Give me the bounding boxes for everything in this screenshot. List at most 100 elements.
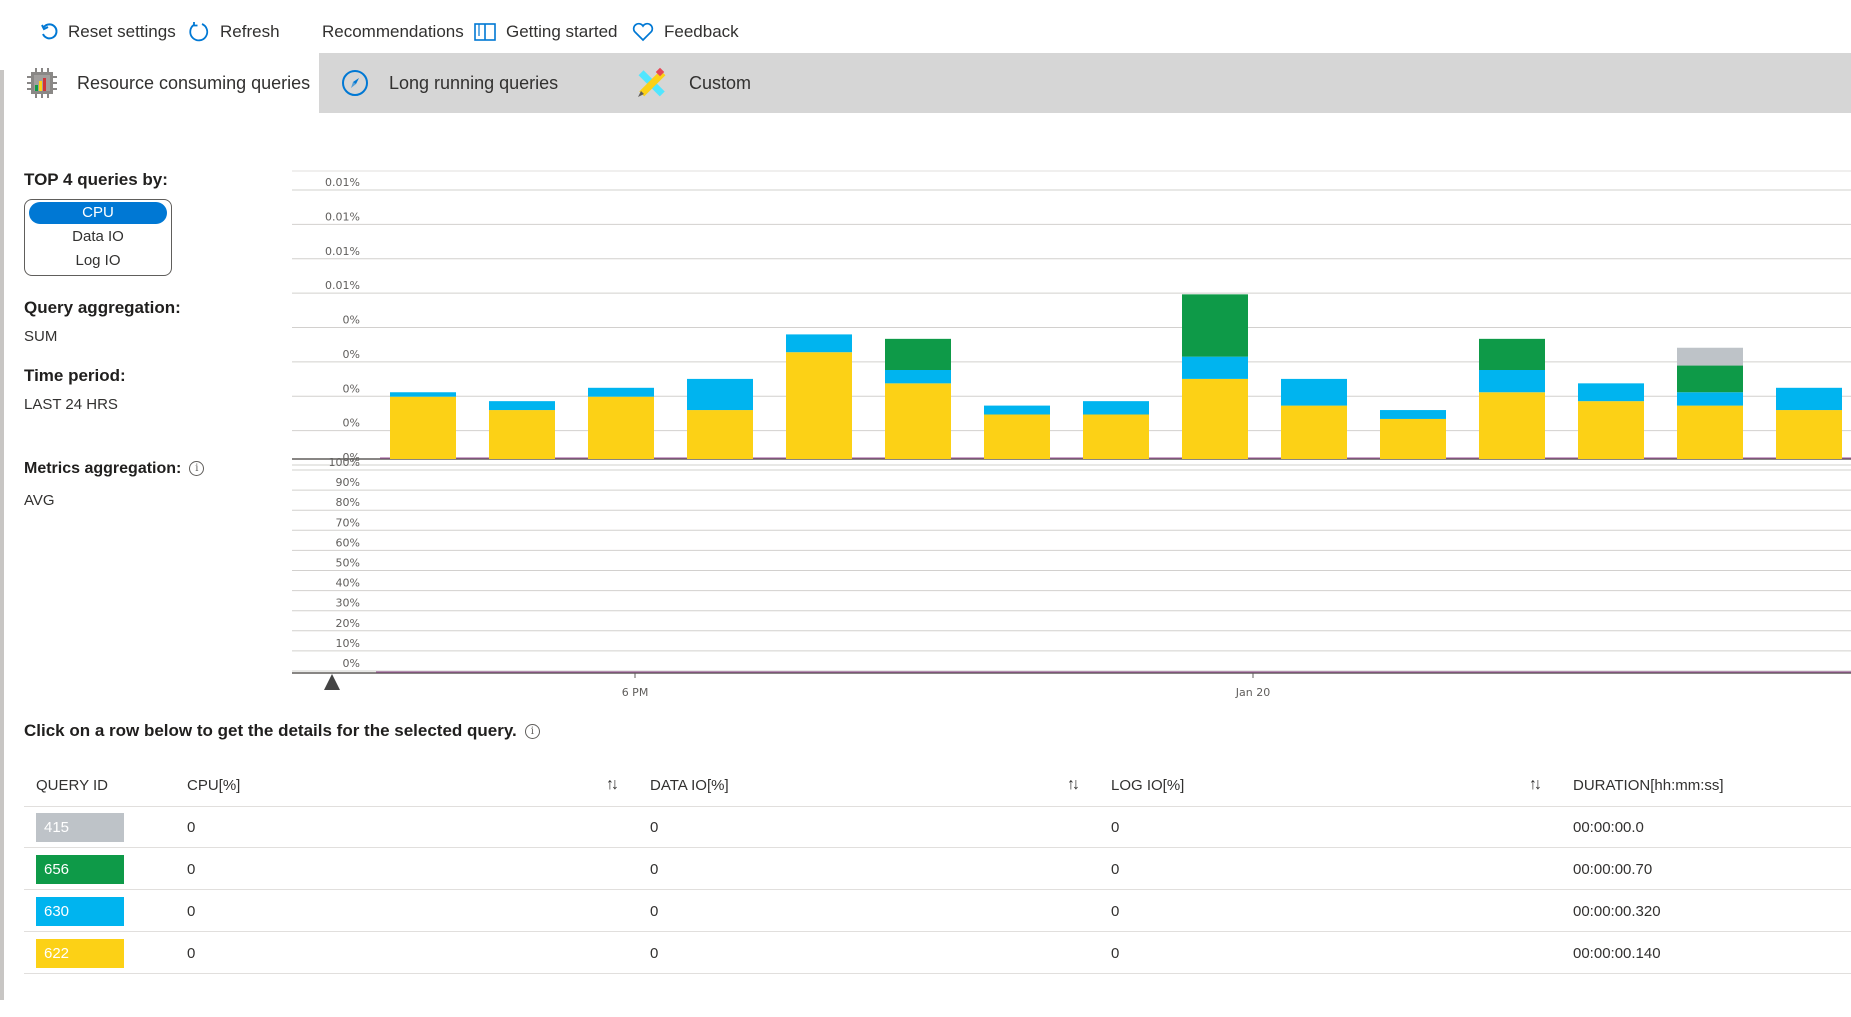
- bar-segment-656: [885, 338, 951, 370]
- tab-label: Long running queries: [389, 72, 559, 93]
- y-tick-label: 10%: [336, 637, 360, 650]
- y-tick-label: 0%: [343, 314, 360, 327]
- bar-segment-622: [1776, 410, 1842, 459]
- tab-label: Custom: [689, 72, 752, 93]
- getting-started-label: Getting started: [506, 22, 618, 41]
- y-tick-label: 70%: [336, 516, 360, 529]
- info-icon[interactable]: i: [524, 724, 540, 740]
- bar-segment-630: [984, 405, 1050, 415]
- log-io-cell: 0: [1111, 861, 1120, 878]
- table-header-divider: [24, 806, 1851, 807]
- metric-option-cpu[interactable]: CPU: [29, 202, 167, 224]
- bar-segment-656: [1182, 294, 1248, 357]
- cpu-cell: 0: [187, 903, 196, 920]
- y-tick-label: 80%: [336, 496, 360, 509]
- y-tick-label: 0.01%: [325, 245, 360, 258]
- bar-segment-630: [1479, 370, 1545, 393]
- bar-segment-622: [1578, 401, 1644, 459]
- bar-segment-622: [1677, 405, 1743, 459]
- table-instructions: Click on a row below to get the details …: [24, 721, 540, 741]
- bar-segment-622: [588, 396, 654, 459]
- query-chart: 0.01%0.01%0.01%0.01%0%0%0%0%0%100%90%80%…: [292, 170, 1851, 699]
- feedback-label: Feedback: [664, 22, 739, 41]
- reset-settings-button[interactable]: Reset settings: [40, 18, 176, 46]
- recommendations-button[interactable]: Recommendations: [322, 18, 464, 46]
- query-aggregation-heading: Query aggregation:: [24, 298, 181, 317]
- bar-segment-622: [1281, 405, 1347, 459]
- y-tick-label: 0%: [343, 348, 360, 361]
- metrics-aggregation-heading: Metrics aggregation: i: [24, 460, 205, 478]
- table-instructions-label: Click on a row below to get the details …: [24, 721, 517, 740]
- log-io-cell: 0: [1111, 945, 1120, 962]
- sort-cpu-icon[interactable]: ↑↓: [606, 776, 619, 793]
- table-row[interactable]: 415 0 0 0 00:00:00.0: [24, 807, 1851, 848]
- y-tick-label: 20%: [336, 617, 360, 630]
- x-tick-label: Jan 20: [1235, 686, 1270, 699]
- column-header-cpu[interactable]: CPU[%]: [187, 777, 241, 794]
- x-tick-label: 6 PM: [622, 686, 649, 699]
- y-tick-label: 0%: [343, 451, 360, 464]
- bar-segment-630: [489, 401, 555, 411]
- pencil-ruler-icon: [638, 67, 666, 97]
- bar-segment-630: [687, 378, 753, 411]
- query-aggregation-value: SUM: [24, 328, 58, 345]
- log-io-cell: 0: [1111, 819, 1120, 836]
- feedback-button[interactable]: Feedback: [632, 18, 739, 46]
- bar-segment-622: [984, 414, 1050, 459]
- tab-custom[interactable]: Custom: [635, 53, 751, 113]
- time-period-value: LAST 24 HRS: [24, 396, 118, 413]
- y-tick-label: 0%: [343, 382, 360, 395]
- info-icon[interactable]: i: [189, 461, 205, 477]
- column-header-query-id[interactable]: QUERY ID: [36, 777, 108, 794]
- duration-cell: 00:00:00.70: [1573, 861, 1653, 878]
- y-tick-label: 0.01%: [325, 279, 360, 292]
- bar-segment-630: [1578, 383, 1644, 402]
- y-tick-label: 50%: [336, 557, 360, 570]
- toolbar: Reset settings Refresh Recommendations G…: [0, 0, 1851, 53]
- y-tick-label: 60%: [336, 536, 360, 549]
- table-row[interactable]: 630 0 0 0 00:00:00.320: [24, 891, 1851, 932]
- column-header-data-io[interactable]: DATA IO[%]: [650, 777, 729, 794]
- reset-settings-label: Reset settings: [68, 22, 176, 41]
- y-tick-label: 0.01%: [325, 176, 360, 189]
- getting-started-button[interactable]: Getting started: [474, 18, 618, 46]
- column-header-duration[interactable]: DURATION[hh:mm:ss]: [1573, 777, 1724, 794]
- y-tick-label: 0.01%: [325, 210, 360, 223]
- log-io-cell: 0: [1111, 903, 1120, 920]
- bar-segment-630: [390, 392, 456, 397]
- sort-log-io-icon[interactable]: ↑↓: [1529, 776, 1542, 793]
- metric-option-log-io[interactable]: Log IO: [75, 252, 121, 269]
- metric-option-data-io[interactable]: Data IO: [72, 228, 124, 245]
- bar-segment-622: [786, 352, 852, 459]
- refresh-icon: [189, 22, 209, 42]
- bar-segment-630: [588, 387, 654, 397]
- bar-segment-622: [687, 410, 753, 459]
- y-tick-label: 40%: [336, 577, 360, 590]
- y-tick-label: 0%: [343, 417, 360, 430]
- y-tick-label: 100%: [329, 456, 360, 469]
- reset-icon: [41, 23, 58, 40]
- time-period-heading: Time period:: [24, 366, 126, 385]
- duration-cell: 00:00:00.140: [1573, 945, 1661, 962]
- data-io-cell: 0: [650, 819, 659, 836]
- query-id-badge: 415: [36, 813, 124, 842]
- cpu-cell: 0: [187, 861, 196, 878]
- cpu-cell: 0: [187, 945, 196, 962]
- book-icon: [474, 23, 496, 41]
- query-id-badge: 630: [36, 897, 124, 926]
- cpu-cell: 0: [187, 819, 196, 836]
- tab-resource-consuming-queries[interactable]: Resource consuming queries: [5, 53, 319, 113]
- bar-segment-630: [1281, 378, 1347, 406]
- sort-data-io-icon[interactable]: ↑↓: [1067, 776, 1080, 793]
- compass-icon: [342, 70, 368, 96]
- y-tick-label: 90%: [336, 476, 360, 489]
- table-row[interactable]: 622 0 0 0 00:00:00.140: [24, 933, 1851, 974]
- top-queries-heading: TOP 4 queries by:: [24, 170, 168, 189]
- tab-long-running-queries[interactable]: Long running queries: [341, 53, 558, 113]
- bar-segment-630: [1776, 387, 1842, 411]
- refresh-button[interactable]: Refresh: [188, 18, 280, 46]
- data-io-cell: 0: [650, 945, 659, 962]
- metric-selector: CPU Data IO Log IO: [24, 199, 172, 276]
- table-row[interactable]: 656 0 0 0 00:00:00.70: [24, 849, 1851, 890]
- column-header-log-io[interactable]: LOG IO[%]: [1111, 777, 1185, 794]
